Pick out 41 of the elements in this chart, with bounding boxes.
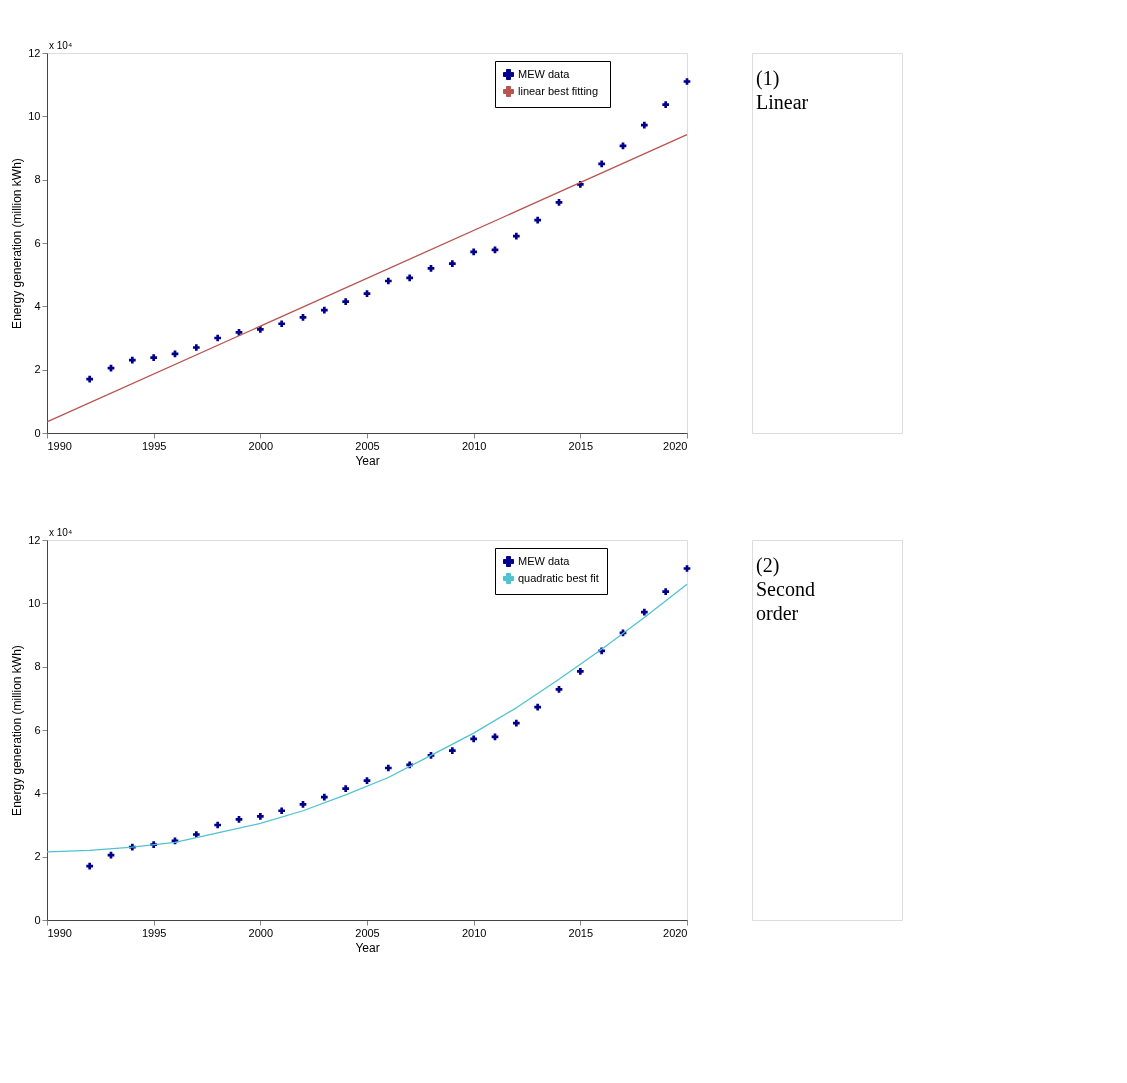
x-tick-label: 2010: [461, 439, 487, 452]
y-tick-label: 10: [28, 596, 41, 609]
y-tick-label: 12: [28, 533, 41, 546]
legend-label: MEW data: [518, 554, 571, 567]
y-tick-label: 10: [28, 109, 41, 122]
legend-label: quadratic best fit: [518, 571, 599, 584]
legend-label: MEW data: [518, 67, 571, 80]
text: x 10⁴: [49, 40, 73, 51]
y-tick-label: 8: [34, 660, 41, 673]
text: (2) Second order: [756, 554, 815, 624]
y-axis-title: Energy generation (million kWh): [10, 158, 25, 329]
y-tick-label: 4: [34, 786, 41, 799]
x-tick-label: 2005: [355, 926, 380, 939]
x-axis-title: Year: [355, 453, 380, 468]
y-tick-label: 12: [28, 46, 41, 59]
x-tick-label: 2005: [355, 439, 380, 452]
text: (1) Linear: [756, 67, 809, 113]
x-tick-label: 2015: [568, 926, 594, 939]
y-tick-label: 4: [34, 299, 41, 312]
x-tick-label: 1995: [141, 926, 167, 939]
x-tick-label: 2015: [568, 439, 594, 452]
x-axis-title: Year: [355, 940, 380, 955]
x-tick-label: 1990: [47, 439, 72, 452]
y-axis-title: Energy generation (million kWh): [10, 645, 25, 816]
x-tick-label: 1990: [47, 926, 72, 939]
x-tick-label: 2010: [461, 926, 487, 939]
x-tick-label: 2020: [663, 439, 688, 452]
line-series: [46, 583, 688, 853]
x-tick-label: 2000: [248, 439, 274, 452]
y-tick-label: 0: [34, 426, 41, 439]
text: x 10⁴: [49, 527, 73, 538]
y-tick-label: 8: [34, 173, 41, 186]
x-tick-label: 2000: [248, 926, 274, 939]
y-tick-label: 2: [34, 363, 41, 376]
y-tick-label: 6: [34, 236, 41, 249]
x-tick-label: 2020: [663, 926, 688, 939]
y-tick-label: 6: [34, 723, 41, 736]
legend-label: linear best fitting: [518, 84, 599, 97]
x-tick-label: 1995: [141, 439, 167, 452]
y-tick-label: 0: [34, 913, 41, 926]
y-tick-label: 2: [34, 850, 41, 863]
